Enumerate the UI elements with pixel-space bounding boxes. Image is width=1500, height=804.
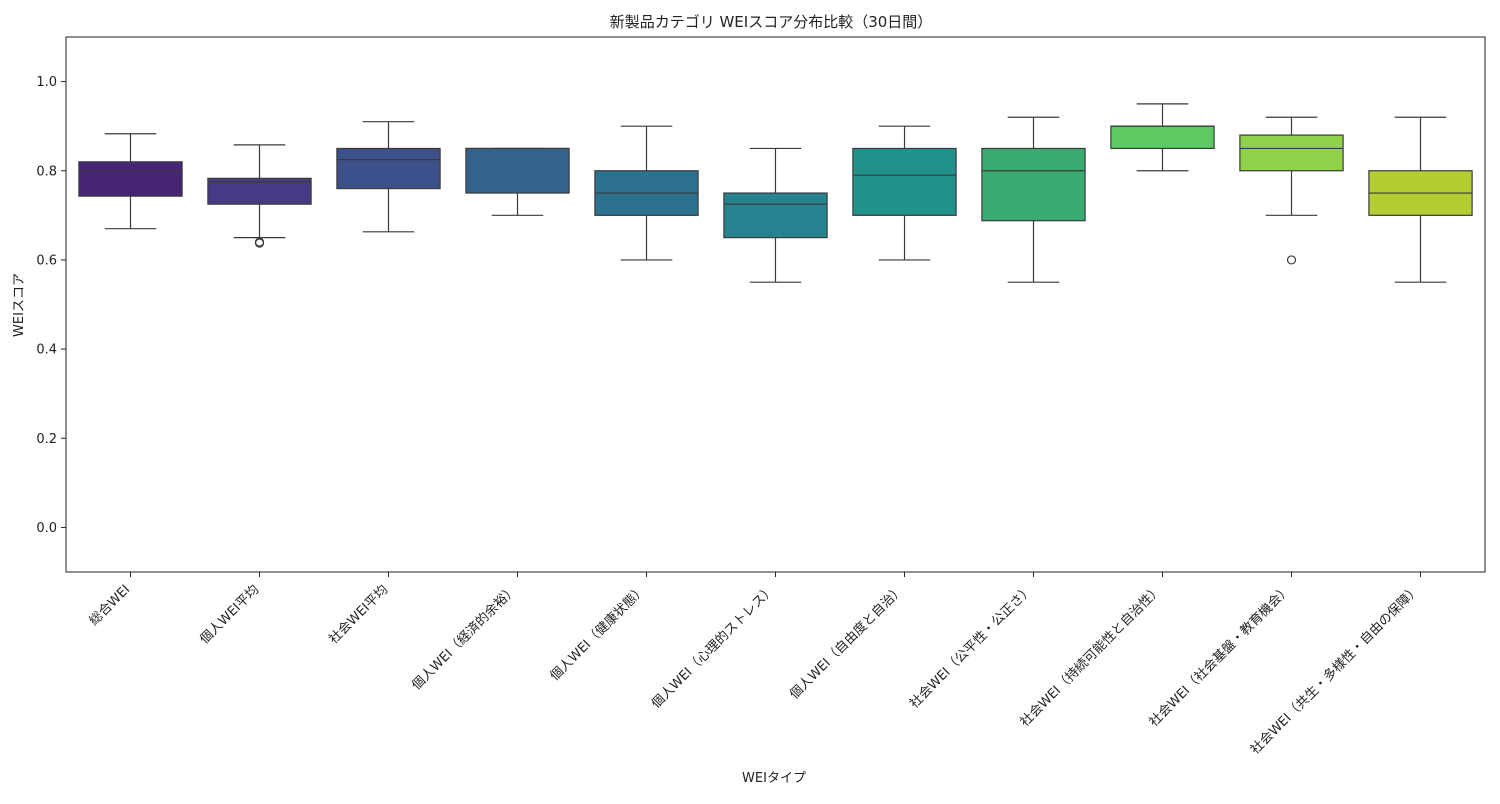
y-tick-label: 0.6 — [36, 253, 57, 268]
iqr-box — [723, 192, 828, 239]
chart-title: 新製品カテゴリ WEIスコア分布比較（30日間） — [610, 13, 933, 31]
box-series — [78, 103, 1473, 283]
box-11 — [1368, 116, 1473, 283]
x-tick-label: 社会WEI（持続可能性と自治性） — [1017, 582, 1165, 730]
y-axis: 0.0 0.2 0.4 0.6 0.8 1.0 — [36, 75, 66, 536]
iqr-box — [1110, 125, 1215, 150]
iqr-box — [852, 147, 957, 216]
iqr-box — [336, 147, 441, 190]
x-tick-label: 個人WEI（自由度と自治） — [786, 582, 907, 703]
iqr-box — [207, 177, 312, 205]
iqr-box — [78, 161, 183, 197]
box-3 — [336, 121, 441, 233]
box-2 — [207, 144, 312, 248]
y-tick-label: 0.0 — [36, 521, 57, 536]
outlier-point — [1286, 255, 1297, 265]
x-tick-label: 社会WEI平均 — [326, 582, 392, 648]
y-tick-label: 1.0 — [36, 75, 57, 90]
iqr-box — [981, 147, 1086, 222]
outlier-point — [254, 237, 265, 247]
x-tick-label: 社会WEI（社会基盤・教育機会） — [1146, 582, 1294, 730]
x-tick-label: 個人WEI（心理的ストレス） — [648, 582, 778, 712]
box-4 — [465, 147, 570, 216]
box-9 — [1110, 103, 1215, 172]
box-6 — [723, 147, 828, 283]
y-axis-label: WEIスコア — [12, 273, 27, 337]
iqr-box — [465, 147, 570, 194]
y-tick-label: 0.8 — [36, 164, 57, 179]
box-7 — [852, 125, 957, 261]
box-5 — [594, 125, 699, 261]
box-10 — [1239, 116, 1344, 265]
x-tick-label: 個人WEI（経済的余裕） — [409, 582, 521, 694]
x-tick-label: 個人WEI平均 — [197, 582, 262, 647]
y-tick-label: 0.2 — [36, 432, 57, 447]
x-tick-label: 個人WEI（健康状態） — [547, 582, 649, 684]
x-tick-label: 総合WEI — [87, 582, 134, 629]
x-axis-label: WEIタイプ — [742, 771, 806, 786]
x-tick-label: 社会WEI（公平性・公正さ） — [906, 582, 1036, 712]
iqr-box — [1239, 134, 1344, 172]
box-8 — [981, 116, 1086, 283]
box-1 — [78, 133, 183, 230]
y-tick-label: 0.4 — [36, 343, 57, 358]
x-axis: 総合WEI 個人WEI平均 社会WEI平均 個人WEI（経済的余裕） 個人WEI（健康状… — [87, 572, 1423, 758]
